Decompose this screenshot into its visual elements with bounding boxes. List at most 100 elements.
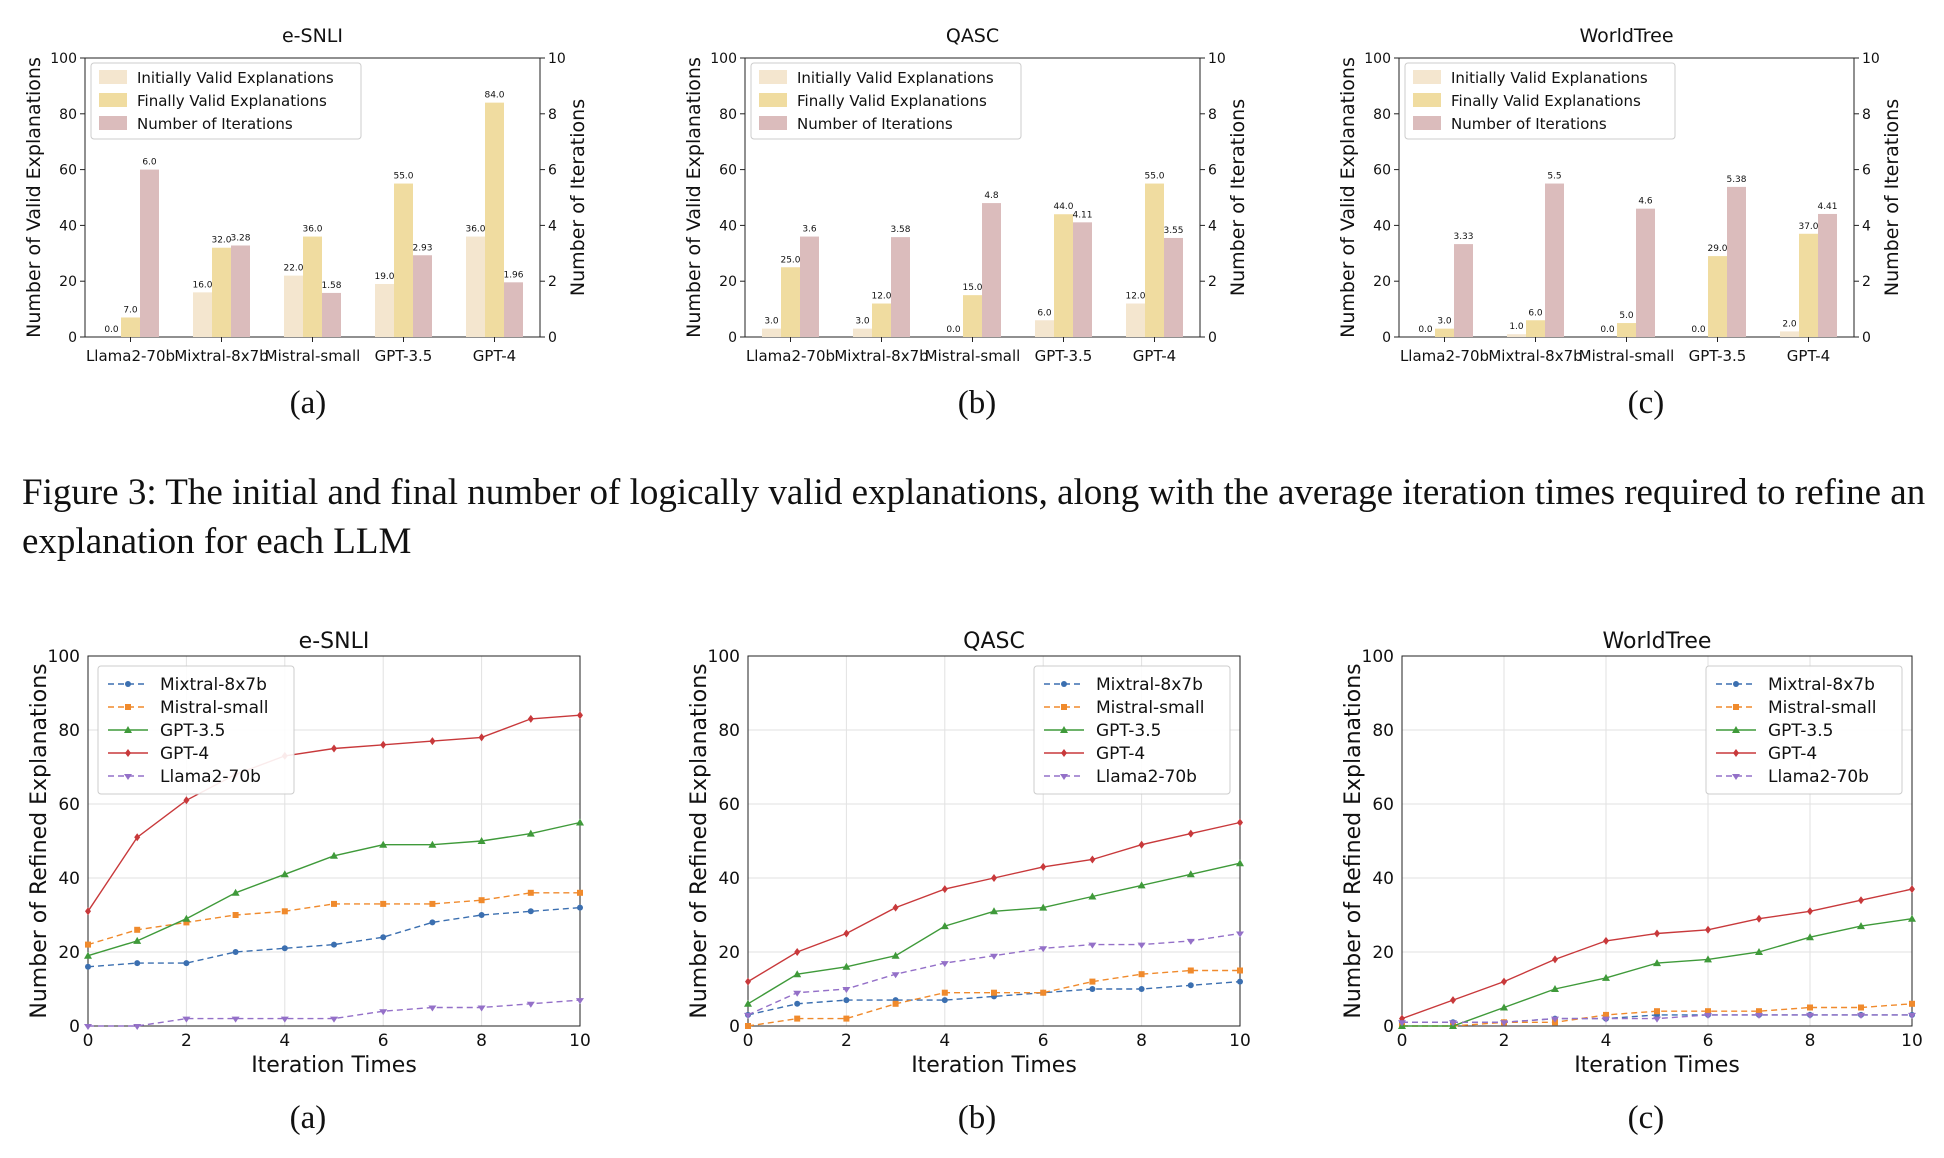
legend-box (97, 665, 295, 795)
point-gpt-3-5-7 (1088, 892, 1097, 900)
bar-number-of-iterations-gpt-4 (504, 282, 523, 337)
x-tick-label: 2 (841, 1031, 852, 1051)
legend-marker-gpt-3-5 (1060, 726, 1068, 733)
legend-label-mistral-small: Mistral-small (1768, 698, 1876, 718)
y-tick-label: 40 (719, 218, 737, 234)
y-tick-label: 60 (1373, 163, 1391, 179)
point-llama2-70b-4 (280, 1016, 289, 1023)
point-mistral-small-8 (478, 897, 485, 904)
point-gpt-3-5-1 (793, 970, 802, 978)
point-llama2-70b-2 (1500, 1020, 1508, 1027)
bar-value-label: 22.0 (283, 264, 303, 274)
y-tick-label: 60 (719, 163, 737, 179)
x-tick-label: 10 (1229, 1031, 1251, 1051)
y2-tick-label: 10 (1862, 51, 1880, 67)
x-tick-label: 8 (476, 1031, 487, 1051)
bar-initially-valid-explanations-mixtral-8x7b (193, 292, 212, 337)
line-chart-svg: QASC 0 20 40 60 80 100 0 2 4 6 8 10 Iteration Times Nu… (687, 629, 1251, 1078)
bar-value-label: 3.0 (764, 317, 779, 327)
legend-marker-llama2-70b (124, 774, 132, 780)
y2-tick-label: 10 (548, 51, 566, 67)
x-tick-label-llama2-70b: Llama2-70b (1400, 347, 1489, 365)
y2-tick-label: 2 (548, 274, 557, 290)
point-mistral-small-9 (1187, 967, 1194, 974)
series-line-mixtral-8x7b (747, 980, 1241, 1016)
point-gpt-4-3 (892, 903, 899, 912)
y-tick-label: 40 (1373, 218, 1391, 234)
point-mixtral-8x7b-7 (429, 919, 436, 926)
point-mixtral-8x7b-8 (1138, 986, 1145, 992)
point-gpt-3-5-6 (379, 840, 388, 848)
x-tick-label: 0 (1397, 1031, 1408, 1051)
bar-value-label: 1.0 (1509, 322, 1524, 332)
point-mistral-small-5 (991, 989, 997, 996)
bar-finally-valid-explanations-llama2-70b (121, 317, 140, 337)
bar-value-label: 5.0 (1619, 311, 1634, 321)
chart-title: QASC (963, 629, 1025, 654)
y-tick-label: 40 (58, 869, 80, 889)
point-gpt-3-5-10 (1908, 914, 1916, 922)
y-tick-label: 40 (59, 218, 77, 234)
bar-value-label: 0.0 (104, 325, 119, 335)
legend-marker-mixtral-8x7b (125, 681, 131, 687)
legend-marker-llama2-70b (1060, 774, 1068, 780)
bar-value-label: 12.0 (1125, 292, 1145, 302)
y-tick-label: 0 (729, 1017, 740, 1037)
bar-number-of-iterations-mixtral-8x7b (891, 237, 910, 337)
legend-label-llama2-70b: Llama2-70b (1096, 767, 1197, 787)
point-gpt-4-1 (794, 948, 801, 956)
legend-marker-mistral-small (1733, 704, 1739, 710)
point-gpt-3-5-7 (1755, 948, 1763, 955)
legend-label-finally-valid-explanations: Finally Valid Explanations (1451, 92, 1641, 110)
y-tick-label: 80 (1372, 721, 1394, 741)
legend-label-gpt-3-5: GPT-3.5 (1096, 721, 1161, 741)
chart-legend: Mixtral-8x7b Mistral-small GPT-3.5 GPT-4 Lla… (1033, 665, 1231, 795)
legend-label-mistral-small: Mistral-small (160, 698, 268, 718)
y2-tick-label: 4 (548, 218, 557, 234)
bar-number-of-iterations-gpt-3-5 (1073, 222, 1092, 337)
series-gpt-3-5 (84, 818, 584, 959)
point-llama2-70b-8 (1137, 942, 1146, 949)
point-llama2-70b-4 (1602, 1016, 1610, 1023)
point-llama2-70b-6 (1704, 1012, 1712, 1019)
y-tick-label: 80 (719, 107, 737, 123)
y-tick-label: 0 (728, 330, 737, 346)
y-tick-label: 100 (1364, 51, 1391, 67)
point-mistral-small-10 (577, 889, 583, 896)
bar-value-label: 37.0 (1798, 222, 1818, 232)
y-tick-label: 20 (58, 943, 80, 963)
bar-value-label: 16.0 (192, 280, 212, 290)
bar-value-label: 7.0 (123, 305, 138, 315)
x-tick-label-llama2-70b: Llama2-70b (86, 347, 175, 365)
point-mistral-small-5 (1654, 1008, 1660, 1015)
legend-label-initially-valid-explanations: Initially Valid Explanations (797, 69, 994, 87)
bar-value-label: 6.0 (1037, 308, 1052, 318)
y2-axis-label: Number of Iterations (1881, 99, 1903, 296)
point-gpt-3-5-8 (1137, 881, 1146, 889)
legend-label-number-of-iterations: Number of Iterations (1451, 115, 1607, 133)
point-mistral-small-9 (527, 889, 534, 896)
bar-value-label: 36.0 (465, 225, 485, 235)
point-gpt-4-9 (1187, 829, 1194, 838)
x-tick-label-mistral-small: Mistral-small (1579, 347, 1675, 365)
point-gpt-3-5-0 (744, 999, 752, 1007)
bar-number-of-iterations-mixtral-8x7b (231, 245, 250, 337)
series-line-mistral-small (87, 892, 580, 946)
x-tick-label-gpt-3-5: GPT-3.5 (1689, 347, 1747, 365)
point-gpt-4-10 (1909, 885, 1915, 894)
y-axis-label: Number of Valid Explanations (1337, 57, 1359, 338)
x-tick-label: 2 (1499, 1031, 1510, 1051)
sublabel-b-top: (b) (957, 385, 997, 421)
sublabel-a-bottom: (a) (289, 1100, 327, 1136)
y-tick-label: 0 (1382, 330, 1391, 346)
x-tick-label-gpt-4: GPT-4 (1133, 347, 1176, 365)
legend-marker-gpt-3-5 (124, 726, 132, 733)
legend-swatch-finally-valid-explanations (759, 93, 787, 107)
legend-swatch-initially-valid-explanations (99, 70, 127, 84)
point-mistral-small-2 (183, 919, 190, 926)
x-tick-label: 6 (1703, 1031, 1714, 1051)
sublabel-c-top: (c) (1627, 385, 1665, 421)
legend-box (90, 62, 362, 140)
point-gpt-4-7 (1756, 914, 1762, 923)
